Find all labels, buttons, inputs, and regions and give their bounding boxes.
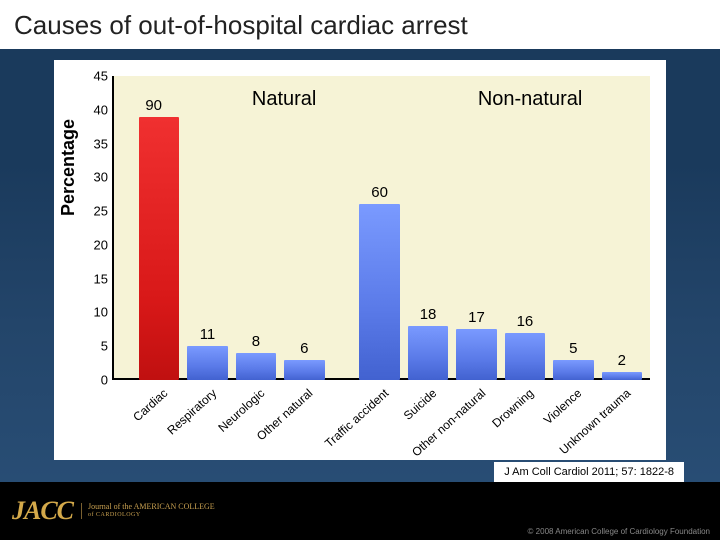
chart-inner: Percentage 051015202530354045 9011866018… bbox=[64, 70, 656, 454]
bar-value-label: 16 bbox=[517, 313, 534, 330]
bar-value-label: 11 bbox=[200, 326, 216, 343]
y-tick: 0 bbox=[101, 373, 108, 388]
y-tick: 15 bbox=[94, 271, 108, 286]
y-tick: 40 bbox=[94, 102, 108, 117]
chart-panel: Percentage 051015202530354045 9011866018… bbox=[54, 60, 666, 460]
slide-title: Causes of out-of-hospital cardiac arrest bbox=[0, 0, 720, 49]
category-label: Drowning bbox=[489, 386, 536, 430]
bar-value-label: 60 bbox=[371, 184, 388, 201]
citation-text: J Am Coll Cardiol 2011; 57: 1822-8 bbox=[504, 466, 674, 478]
category-label: Respiratory bbox=[164, 386, 219, 437]
logo-text: Journal of the AMERICAN COLLEGE of CARDI… bbox=[81, 503, 215, 518]
y-tick: 5 bbox=[101, 339, 108, 354]
category-label: Cardiac bbox=[130, 386, 170, 424]
y-axis-label: Percentage bbox=[58, 119, 79, 216]
citation: J Am Coll Cardiol 2011; 57: 1822-8 bbox=[494, 462, 684, 482]
bar-value-label: 8 bbox=[252, 333, 260, 350]
bar-value-label: 6 bbox=[300, 340, 308, 357]
category-label: Traffic accident bbox=[322, 386, 391, 450]
bar bbox=[359, 204, 399, 380]
bar bbox=[236, 353, 276, 380]
category-label: Suicide bbox=[401, 386, 440, 423]
y-tick: 10 bbox=[94, 305, 108, 320]
y-tick: 30 bbox=[94, 170, 108, 185]
bar bbox=[553, 360, 593, 380]
bar-value-label: 2 bbox=[618, 352, 626, 369]
logo-mark: JACC bbox=[12, 496, 73, 526]
logo-line1: Journal of the AMERICAN COLLEGE bbox=[88, 503, 215, 512]
category-label: Violence bbox=[541, 386, 584, 427]
bar-value-label: 90 bbox=[145, 97, 162, 114]
section-label: Natural bbox=[252, 88, 316, 111]
bar bbox=[602, 372, 642, 380]
bars-layer: 90 11 8 6 60 18 17 16 5 2 bbox=[112, 76, 650, 380]
bar-value-label: 5 bbox=[569, 340, 577, 357]
copyright: © 2008 American College of Cardiology Fo… bbox=[528, 527, 710, 536]
bar bbox=[408, 326, 448, 380]
jacc-logo: JACC Journal of the AMERICAN COLLEGE of … bbox=[12, 496, 215, 526]
bar bbox=[505, 333, 545, 380]
y-tick: 25 bbox=[94, 204, 108, 219]
title-text: Causes of out-of-hospital cardiac arrest bbox=[14, 10, 468, 40]
bar bbox=[187, 346, 227, 380]
logo-line2: of CARDIOLOGY bbox=[88, 512, 215, 519]
y-tick: 20 bbox=[94, 237, 108, 252]
bar bbox=[139, 117, 179, 380]
y-axis-ticks: 051015202530354045 bbox=[84, 76, 110, 380]
bar bbox=[284, 360, 324, 380]
bar-value-label: 18 bbox=[420, 306, 437, 323]
y-tick: 35 bbox=[94, 136, 108, 151]
section-label: Non-natural bbox=[478, 88, 583, 111]
footer: JACC Journal of the AMERICAN COLLEGE of … bbox=[0, 482, 720, 540]
bar-value-label: 17 bbox=[468, 309, 485, 326]
y-tick: 45 bbox=[94, 69, 108, 84]
bar bbox=[456, 329, 496, 380]
